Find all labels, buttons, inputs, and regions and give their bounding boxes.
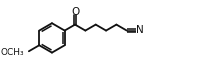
Text: O: O bbox=[71, 7, 79, 17]
Text: N: N bbox=[136, 25, 144, 35]
Text: OCH₃: OCH₃ bbox=[1, 48, 24, 57]
